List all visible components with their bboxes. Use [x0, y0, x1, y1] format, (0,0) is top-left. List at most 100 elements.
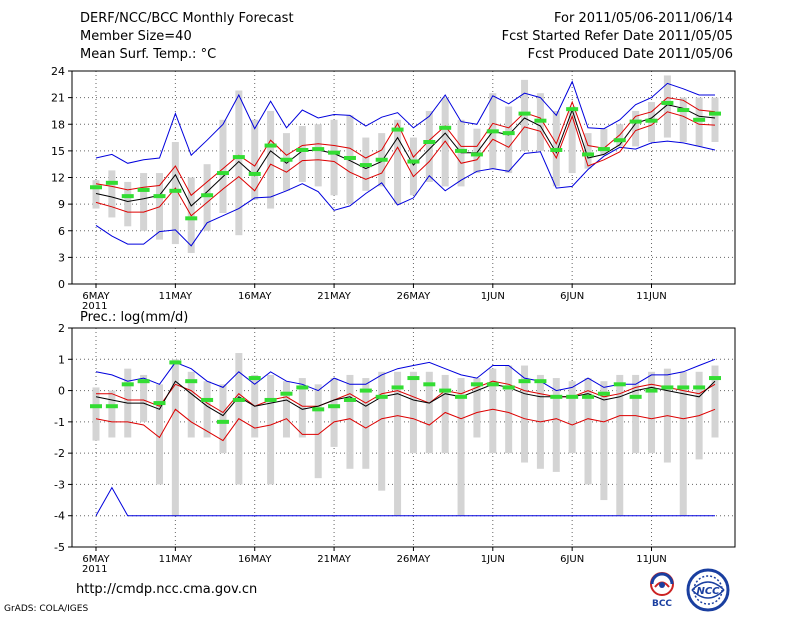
prec-observed-mark: [661, 385, 674, 390]
temp-ytick-label: 21: [51, 92, 65, 105]
temp-spread-box: [203, 164, 211, 231]
prec-ytick-label: -1: [54, 416, 65, 429]
prec-spread-box: [457, 378, 465, 516]
temp-spread-box: [409, 137, 417, 196]
grads-credit: GrADS: COLA/IGES: [4, 604, 89, 614]
prec-spread-box: [108, 390, 116, 438]
prec-spread-box: [616, 374, 624, 516]
prec-spread-box: [203, 381, 211, 438]
temp-xtick-label: 11JUN: [636, 291, 666, 302]
prec-observed-mark: [137, 379, 150, 384]
temp-observed-mark: [137, 187, 150, 192]
prec-observed-mark: [709, 376, 721, 381]
prec-observed-mark: [312, 407, 325, 412]
chart-title: DERF/NCC/BCC Monthly Forecast: [80, 11, 294, 26]
prec-observed-mark: [280, 391, 293, 396]
prec-year-label: 2011: [82, 564, 107, 575]
prec-spread-box: [92, 387, 100, 441]
temp-observed-mark: [470, 152, 483, 157]
prec-median-line: [95, 380, 716, 417]
prec-spread-box: [282, 381, 290, 438]
prec-lower-quartile-line: [95, 408, 716, 442]
temp-spread-box: [711, 97, 719, 142]
prec-ytick-label: -4: [54, 510, 65, 523]
temp-observed-mark: [296, 147, 309, 152]
temp-spread-box: [267, 110, 275, 209]
temp-ytick-label: 9: [58, 198, 65, 211]
temp-spread-box: [679, 97, 687, 142]
prec-ytick-label: 1: [58, 353, 65, 366]
prec-spread-box: [314, 384, 322, 479]
temp-spread-box: [425, 110, 433, 182]
prec-spread-box: [521, 365, 529, 463]
temp-spread-box: [473, 128, 481, 174]
temp-observed-mark: [407, 159, 420, 164]
prec-panel-title: Prec.: log(mm/d): [80, 310, 188, 325]
prec-spread-box: [711, 365, 719, 438]
prec-min-line: [95, 486, 715, 517]
ncc-logo-text: NCC: [696, 586, 720, 597]
prec-ytick-label: -3: [54, 478, 65, 491]
prec-spread-box: [187, 371, 195, 438]
temp-observed-mark: [232, 155, 245, 160]
prec-xtick-label: 21MAY: [317, 554, 351, 565]
prec-spread-box: [171, 359, 179, 516]
temp-spread-box: [171, 142, 179, 245]
temp-xtick-label: 16MAY: [238, 291, 272, 302]
forecast-started-date: Fcst Started Refer Date 2011/05/05: [501, 29, 733, 44]
prec-spread-box: [298, 378, 306, 438]
prec-spread-box: [505, 365, 513, 454]
temp-spread-box: [219, 119, 227, 213]
prec-spread-box: [140, 374, 148, 422]
temp-spread-box: [235, 90, 243, 236]
prec-xtick-label: 26MAY: [397, 554, 431, 565]
temp-xtick-label: 6MAY: [82, 291, 110, 302]
temp-spread-box: [695, 97, 703, 147]
source-url[interactable]: http://cmdp.ncc.cma.gov.cn: [76, 582, 258, 597]
temp-observed-mark: [312, 147, 325, 152]
temp-spread-box: [584, 133, 592, 169]
ncc-logo: NCC: [686, 568, 730, 612]
temp-observed-mark: [248, 171, 261, 176]
temp-observed-mark: [216, 171, 229, 176]
forecast-period: For 2011/05/06-2011/06/14: [554, 11, 733, 26]
prec-observed-mark: [502, 385, 515, 390]
prec-spread-box: [362, 378, 370, 469]
temp-spread-box: [314, 124, 322, 187]
temp-observed-mark: [677, 108, 690, 113]
prec-observed-mark: [629, 394, 642, 399]
prec-spread-box: [600, 381, 608, 501]
temp-observed-mark: [423, 140, 436, 144]
prec-spread-box: [330, 378, 338, 447]
prec-observed-mark: [375, 394, 388, 399]
prec-observed-mark: [439, 388, 452, 393]
prec-spread-box: [632, 374, 640, 454]
prec-spread-box: [378, 371, 386, 491]
prec-observed-mark: [534, 379, 547, 384]
temp-observed-mark: [185, 216, 198, 221]
temp-max-line: [95, 80, 715, 164]
prec-observed-mark: [391, 385, 404, 390]
temp-observed-mark: [582, 152, 595, 157]
prec-ytick-label: -5: [54, 541, 65, 554]
temp-observed-mark: [90, 185, 102, 190]
prec-observed-mark: [470, 382, 483, 387]
temp-plot-frame: [71, 70, 736, 285]
prec-ytick-label: -2: [54, 447, 65, 460]
prec-spread-box: [441, 374, 449, 454]
prec-xtick-label: 11JUN: [636, 554, 666, 565]
prec-plot-frame: [71, 327, 736, 548]
prec-observed-mark: [105, 404, 118, 409]
temp-xtick-label: 26MAY: [397, 291, 431, 302]
temp-min-line: [95, 140, 716, 247]
prec-spread-box: [473, 378, 481, 438]
prec-observed-mark: [566, 394, 579, 399]
temp-spread-box: [600, 128, 608, 156]
temp-ytick-label: 15: [51, 145, 65, 158]
prec-spread-box: [648, 371, 656, 454]
temp-spread-box: [568, 106, 576, 174]
prec-observed-mark: [423, 382, 436, 387]
temp-observed-mark: [597, 147, 610, 152]
prec-observed-mark: [216, 419, 229, 424]
temp-observed-mark: [693, 117, 706, 122]
